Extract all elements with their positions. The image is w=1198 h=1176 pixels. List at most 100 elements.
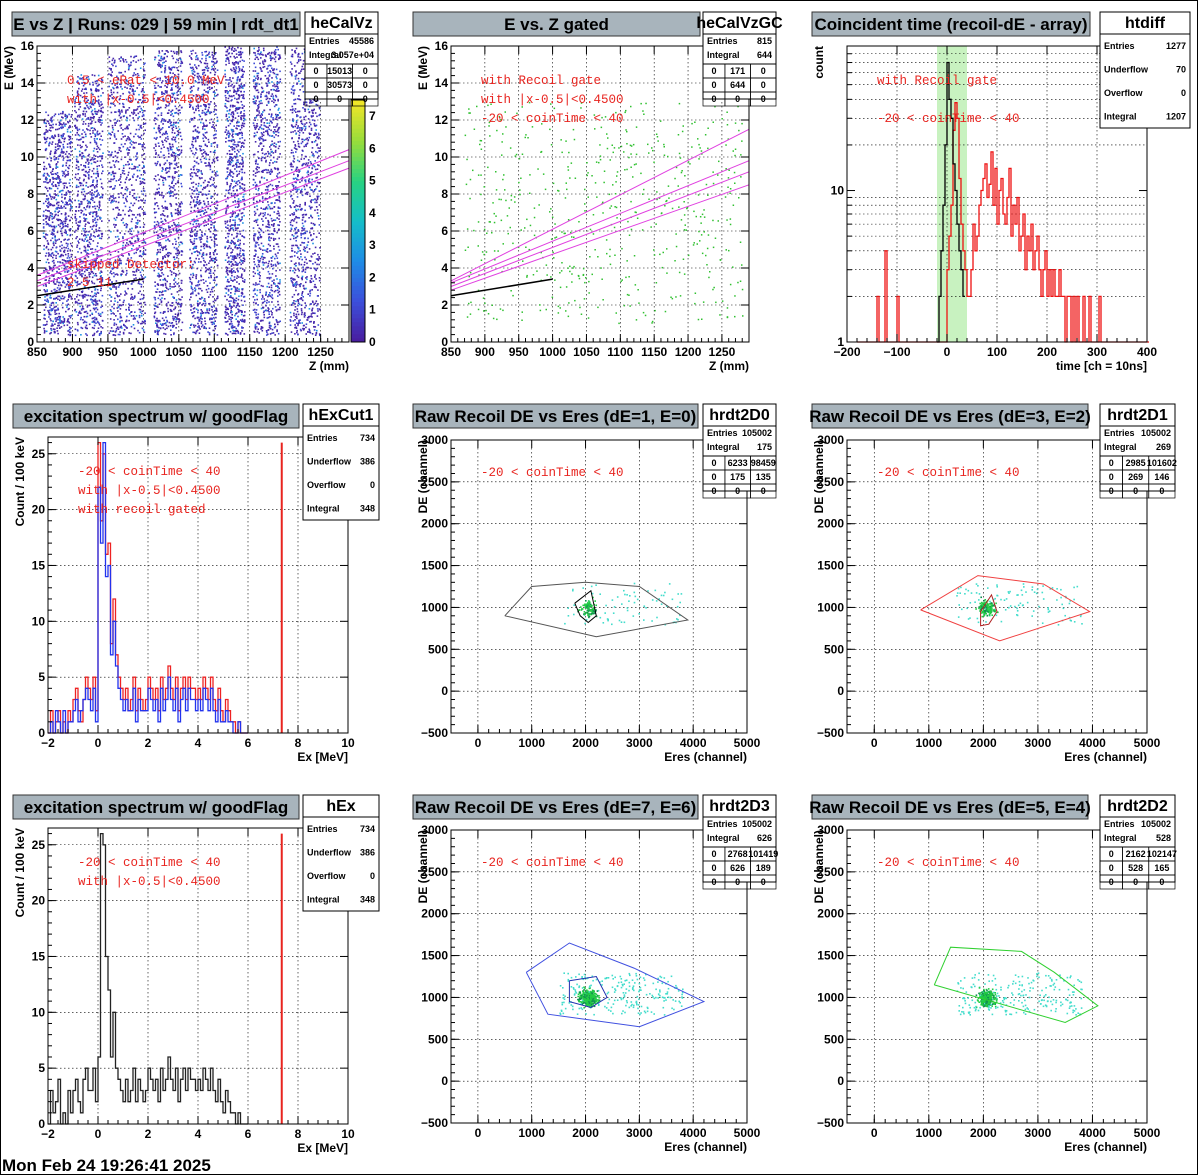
heatmap-cell [125, 199, 127, 201]
heatmap-cell [225, 92, 227, 94]
heatmap-cell [156, 318, 158, 320]
heatmap-cell [51, 290, 53, 292]
heatmap-cell [163, 120, 165, 122]
heatmap-cell [211, 322, 213, 324]
heatmap-cell [62, 134, 64, 136]
heatmap-cell [114, 151, 116, 153]
heatmap-cell [57, 308, 59, 310]
heatmap-cell [226, 107, 228, 109]
heatmap-cell [95, 173, 97, 175]
heatmap-cell [228, 289, 230, 291]
heatmap-cell [227, 93, 229, 95]
heatmap-cell [168, 150, 170, 152]
heatmap-cell [88, 201, 90, 203]
heatmap-cell [53, 241, 55, 243]
heatmap-cell [225, 226, 227, 228]
heatmap-cell [141, 306, 143, 308]
heatmap-cell [131, 168, 133, 170]
heatmap-cell [48, 252, 50, 254]
heatmap-cell [84, 88, 86, 90]
heatmap-cell [172, 316, 174, 318]
heatmap-cell [175, 141, 177, 143]
heatmap-cell [154, 178, 156, 180]
heatmap-cell [141, 313, 143, 315]
heatmap-cell [157, 174, 159, 176]
heatmap-cell [61, 255, 63, 257]
heatmap-cell [179, 120, 181, 122]
heatmap-cell [232, 180, 234, 182]
heatmap-cell [98, 207, 100, 209]
heatmap-cell [68, 160, 70, 162]
heatmap-cell [112, 201, 114, 203]
heatmap-cell [100, 217, 102, 219]
heatmap-cell [89, 130, 91, 132]
heatmap-cell [128, 164, 130, 166]
heatmap-cell [128, 231, 130, 233]
heatmap-cell [43, 211, 45, 213]
heatmap-cell [70, 243, 72, 245]
heatmap-cell [167, 121, 169, 123]
heatmap-cell [110, 167, 112, 169]
heatmap-cell [145, 195, 147, 197]
heatmap-cell [228, 140, 230, 142]
heatmap-cell [190, 201, 192, 203]
heatmap-cell [160, 218, 162, 220]
heatmap-cell [236, 153, 238, 155]
heatmap-cell [200, 314, 202, 316]
heatmap-cell [194, 311, 196, 313]
heatmap-cell [161, 297, 163, 299]
heatmap-cell [57, 325, 59, 327]
heatmap-cell [195, 184, 197, 186]
heatmap-cell [194, 332, 196, 334]
heatmap-cell [138, 322, 140, 324]
heatmap-cell [196, 295, 198, 297]
heatmap-cell [225, 314, 227, 316]
heatmap-cell [198, 258, 200, 260]
heatmap-cell [203, 213, 205, 215]
heatmap-cell [132, 175, 134, 177]
heatmap-cell [165, 131, 167, 133]
heatmap-cell [123, 302, 125, 304]
heatmap-cell [55, 136, 57, 138]
heatmap-cell [159, 236, 161, 238]
heatmap-cell [197, 312, 199, 314]
heatmap-cell [216, 61, 218, 63]
heatmap-cell [132, 298, 134, 300]
heatmap-cell [158, 188, 160, 190]
heatmap-cell [95, 311, 97, 313]
heatmap-cell [110, 181, 112, 183]
heatmap-cell [129, 313, 131, 315]
heatmap-cell [90, 235, 92, 237]
heatmap-cell [67, 146, 69, 148]
heatmap-cell [214, 150, 216, 152]
heatmap-cell [116, 330, 118, 332]
heatmap-cell [70, 126, 72, 128]
heatmap-cell [160, 299, 162, 301]
heatmap-cell [174, 132, 176, 134]
heatmap-cell [202, 128, 204, 130]
heatmap-cell [170, 111, 172, 113]
heatmap-cell [194, 307, 196, 309]
heatmap-cell [54, 190, 56, 192]
heatmap-cell [95, 141, 97, 143]
heatmap-cell [80, 317, 82, 319]
heatmap-cell [156, 108, 158, 110]
heatmap-cell [135, 133, 137, 135]
heatmap-cell [115, 201, 117, 203]
heatmap-cell [69, 142, 71, 144]
heatmap-cell [113, 58, 115, 60]
heatmap-cell [64, 176, 66, 178]
heatmap-cell [70, 154, 72, 156]
heatmap-cell [49, 314, 51, 316]
heatmap-cell [203, 112, 205, 114]
heatmap-cell [207, 54, 209, 56]
heatmap-cell [176, 51, 178, 53]
heatmap-cell [217, 160, 219, 162]
heatmap-cell [138, 200, 140, 202]
heatmap-cell [237, 224, 239, 226]
heatmap-cell [159, 132, 161, 134]
heatmap-cell [198, 293, 200, 295]
heatmap-cell [161, 56, 163, 58]
heatmap-cell [134, 112, 136, 114]
heatmap-cell [214, 270, 216, 272]
